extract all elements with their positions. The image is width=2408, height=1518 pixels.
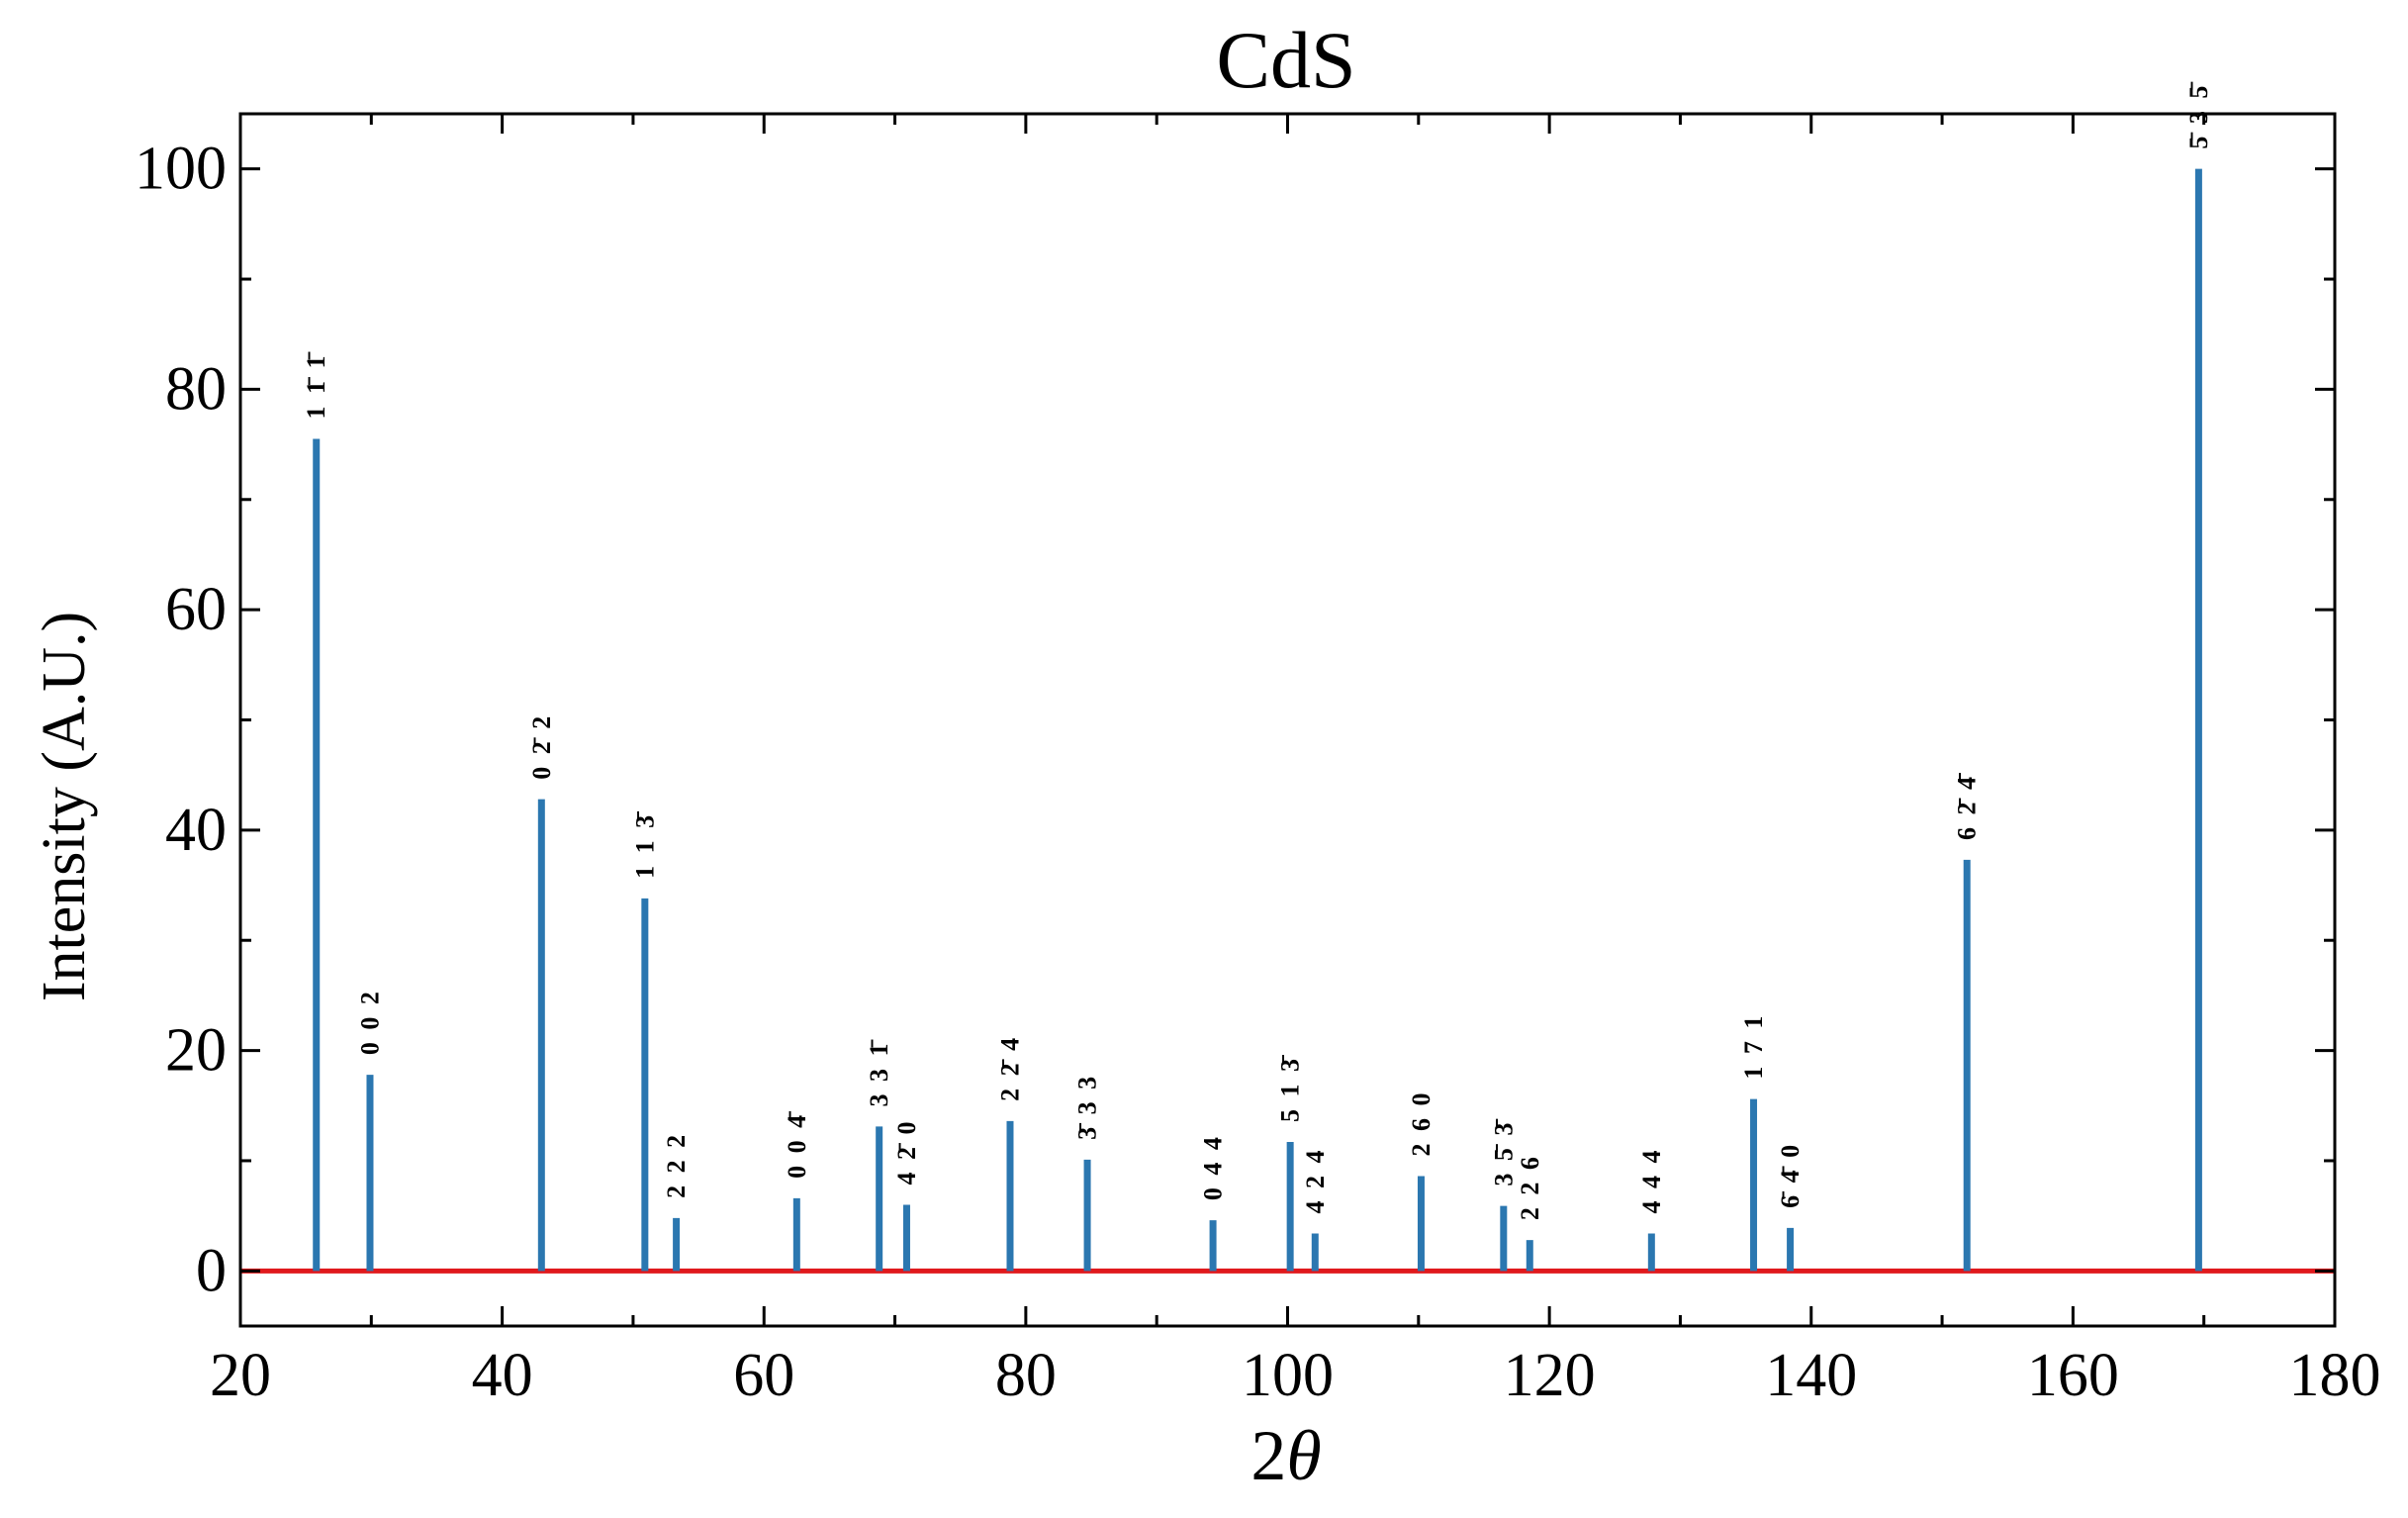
x-tick-label: 80 <box>995 1342 1057 1409</box>
chart-title: CdS <box>1216 15 1355 105</box>
peak-label: 6 2̄ 4̄ <box>1953 773 1982 840</box>
peak-label: 2 2 6 <box>1516 1154 1544 1220</box>
peak-label: 3 3 1̄ <box>865 1039 893 1106</box>
peak-label: 1 1 3̄ <box>630 811 659 879</box>
peak-label: 2 6 0 <box>1407 1091 1436 1157</box>
peak-label: 0 4 4 <box>1199 1134 1228 1200</box>
peak-label: 5̄ 3 5̄ <box>2184 82 2213 149</box>
peak-label: 2 2̄ 4 <box>995 1035 1024 1101</box>
peak-label: 1 1̄ 1̄ <box>302 352 330 420</box>
y-axis-label: Intensity (A.U.) <box>31 612 98 1001</box>
plot-area: 1 1̄ 1̄ 0 0 2 0 2̄ 2 1 1 3̄ 2 2 2 0 0 4̄ 3 3 1… <box>135 82 2381 1409</box>
peak-label: 6̄ 4̄ 0 <box>1776 1142 1805 1208</box>
peak-label: 2 2 2 <box>662 1132 691 1198</box>
peak-label: 3 5̄ 3̄ <box>1489 1119 1518 1186</box>
y-tick-label: 0 <box>196 1237 227 1304</box>
x-tick-label: 100 <box>1242 1342 1334 1409</box>
peak-label: 4 4 4 <box>1637 1147 1666 1213</box>
y-tick-label: 100 <box>135 136 227 203</box>
peak-label: 4 2̄ 0 <box>892 1119 921 1186</box>
x-tick-label: 180 <box>2289 1342 2381 1409</box>
peak-label: 3̄ 3 3 <box>1073 1074 1102 1140</box>
x-tick-label: 60 <box>733 1342 794 1409</box>
x-axis-label: 2θ <box>1250 1416 1321 1495</box>
y-tick-label: 80 <box>165 355 227 423</box>
y-tick-label: 20 <box>165 1017 227 1085</box>
y-tick-label: 40 <box>165 797 227 864</box>
x-tick-label: 160 <box>2027 1342 2119 1409</box>
x-tick-label: 40 <box>472 1342 533 1409</box>
peak-label: 1 7 1 <box>1739 1013 1768 1080</box>
x-axis-label-symbol: θ <box>1286 1416 1321 1495</box>
peak-label: 4 2 4 <box>1301 1147 1330 1213</box>
y-axis-label-group: Intensity (A.U.) <box>31 612 98 1001</box>
x-tick-label: 20 <box>210 1342 271 1409</box>
x-tick-label: 120 <box>1504 1342 1596 1409</box>
peak-label: 0 2̄ 2 <box>527 713 556 780</box>
plot-frame <box>238 112 2337 1328</box>
x-tick-label: 140 <box>1765 1342 1857 1409</box>
peak-label: 5 1 3̄ <box>1276 1055 1305 1122</box>
peak-label: 0 0 4̄ <box>783 1111 811 1179</box>
peak-label: 0 0 2 <box>355 989 384 1055</box>
y-tick-label: 60 <box>165 576 227 643</box>
x-axis-label-number: 2 <box>1250 1416 1286 1495</box>
